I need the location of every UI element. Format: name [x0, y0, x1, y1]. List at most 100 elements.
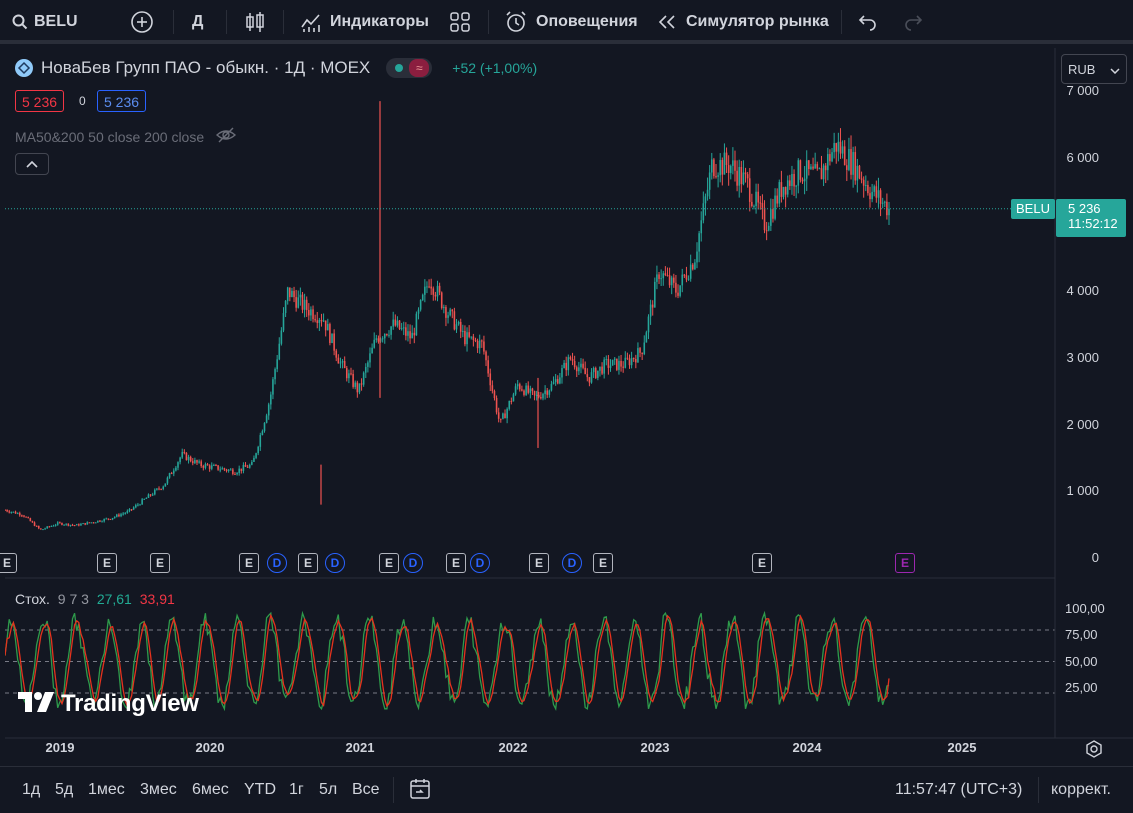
dividend-marker[interactable]: D [562, 553, 582, 573]
earnings-marker[interactable]: E [379, 553, 399, 573]
candle-body [875, 186, 878, 198]
chart-area[interactable]: НоваБев Групп ПАО - обыкн. · 1Д · MOEX ≈… [0, 48, 1133, 766]
candle-body [253, 457, 255, 462]
earnings-marker[interactable]: E [150, 553, 170, 573]
candle-body [485, 351, 487, 361]
candle-body [185, 452, 188, 461]
candle-body [415, 313, 418, 336]
range-button[interactable]: 3мес [140, 781, 177, 798]
market-status[interactable]: ≈ [386, 58, 433, 78]
candle-body [567, 357, 570, 371]
candle-body [84, 523, 86, 525]
candle-body [333, 333, 335, 351]
stoch-label: Стох. [15, 591, 50, 607]
candle-body [118, 514, 120, 517]
candle-body [704, 196, 707, 204]
candle-body [364, 366, 367, 373]
candle-body [533, 390, 536, 396]
range-button[interactable]: 1д [22, 781, 41, 798]
candle-body [761, 203, 764, 208]
earnings-marker[interactable]: E [298, 553, 318, 573]
tradingview-logo-icon [17, 691, 55, 718]
earnings-marker[interactable]: E [97, 553, 117, 573]
earnings-marker[interactable]: E [0, 553, 17, 573]
earnings-marker[interactable]: E [446, 553, 466, 573]
candle-body [316, 320, 319, 323]
interval-button[interactable]: Д [192, 0, 203, 44]
compare-symbol-button[interactable] [130, 0, 154, 44]
dividend-marker[interactable]: D [267, 553, 287, 573]
candle-body [662, 273, 665, 279]
eye-hidden-icon[interactable] [216, 127, 237, 146]
candle-body [419, 300, 422, 310]
range-button[interactable]: Все [352, 781, 380, 798]
undo-button[interactable] [858, 0, 878, 44]
buy-price[interactable]: 5 236 [97, 90, 147, 112]
candle-body [689, 264, 692, 279]
dividend-marker[interactable]: D [470, 553, 490, 573]
candle-body [818, 168, 821, 170]
candle-body [248, 464, 251, 468]
candle-body [618, 360, 620, 370]
range-button[interactable]: 5л [319, 781, 338, 798]
dividend-marker[interactable]: D [403, 553, 423, 573]
candle-body [850, 149, 852, 175]
candle-body [546, 390, 549, 395]
adjust-button[interactable]: коррект. [1051, 781, 1111, 798]
candle-body [502, 413, 504, 419]
candle-body [308, 310, 310, 316]
clock-timezone[interactable]: 11:57:47 (UTC+3) [895, 781, 1023, 798]
axis-settings-button[interactable] [1085, 740, 1103, 763]
candle-body [481, 340, 483, 342]
candle-body [592, 368, 595, 373]
earnings-marker[interactable]: E [752, 553, 772, 573]
earnings-marker[interactable]: E [529, 553, 549, 573]
redo-button[interactable] [903, 0, 923, 44]
candle-body [345, 368, 348, 379]
candle-body [350, 373, 352, 375]
candle-body [491, 385, 494, 391]
earnings-marker[interactable]: E [239, 553, 259, 573]
goto-date-button[interactable] [408, 777, 432, 806]
candle-body [246, 466, 249, 468]
replay-button[interactable]: Симулятор рынка [657, 0, 829, 44]
candle-body [236, 472, 238, 475]
range-button[interactable]: 6мес [192, 781, 229, 798]
candle-body [734, 160, 736, 171]
alerts-button[interactable]: Оповещения [504, 0, 638, 44]
sell-price[interactable]: 5 236 [15, 90, 65, 112]
candle-body [544, 390, 546, 394]
symbol-search-button[interactable]: BELU [12, 0, 78, 44]
candle-body [10, 511, 13, 513]
tradingview-watermark[interactable]: TradingView [17, 690, 199, 718]
candle-body [527, 385, 530, 393]
candle-body [763, 207, 766, 231]
symbol-title[interactable]: НоваБев Групп ПАО - обыкн. · 1Д · MOEX [41, 58, 371, 77]
candle-body [683, 274, 686, 276]
candle-body [521, 389, 523, 391]
time-tick-label: 2023 [640, 740, 670, 755]
earnings-marker[interactable]: E [593, 553, 613, 573]
candle-body [267, 404, 270, 416]
candle-body [725, 152, 728, 166]
chart-type-button[interactable] [244, 0, 266, 44]
candle-body [803, 178, 806, 182]
indicators-button[interactable]: Индикаторы [300, 0, 429, 44]
collapse-legend-button[interactable] [15, 153, 49, 175]
range-button[interactable]: 1мес [88, 781, 125, 798]
candle-body [656, 274, 658, 282]
stoch-k-value: 27,61 [96, 591, 132, 607]
chart-canvas[interactable] [5, 48, 1133, 766]
stochastic-legend[interactable]: Стох. 9 7 3 27,61 33,91 [15, 591, 175, 607]
candle-body [217, 465, 219, 470]
dividend-marker[interactable]: D [325, 553, 345, 573]
candle-body [660, 278, 662, 280]
range-button[interactable]: 5д [55, 781, 74, 798]
range-button[interactable]: 1г [289, 781, 304, 798]
currency-select[interactable]: RUB [1061, 54, 1127, 84]
candle-body [812, 166, 814, 169]
ma-indicator-legend[interactable]: MA50&200 50 close 200 close [15, 127, 237, 146]
range-button[interactable]: YTD [244, 781, 276, 798]
earnings-marker[interactable]: E [895, 553, 915, 573]
templates-button[interactable] [449, 0, 471, 44]
